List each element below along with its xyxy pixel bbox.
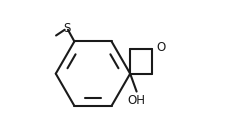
Text: S: S (63, 22, 71, 35)
Text: OH: OH (127, 94, 145, 107)
Text: O: O (155, 41, 164, 54)
